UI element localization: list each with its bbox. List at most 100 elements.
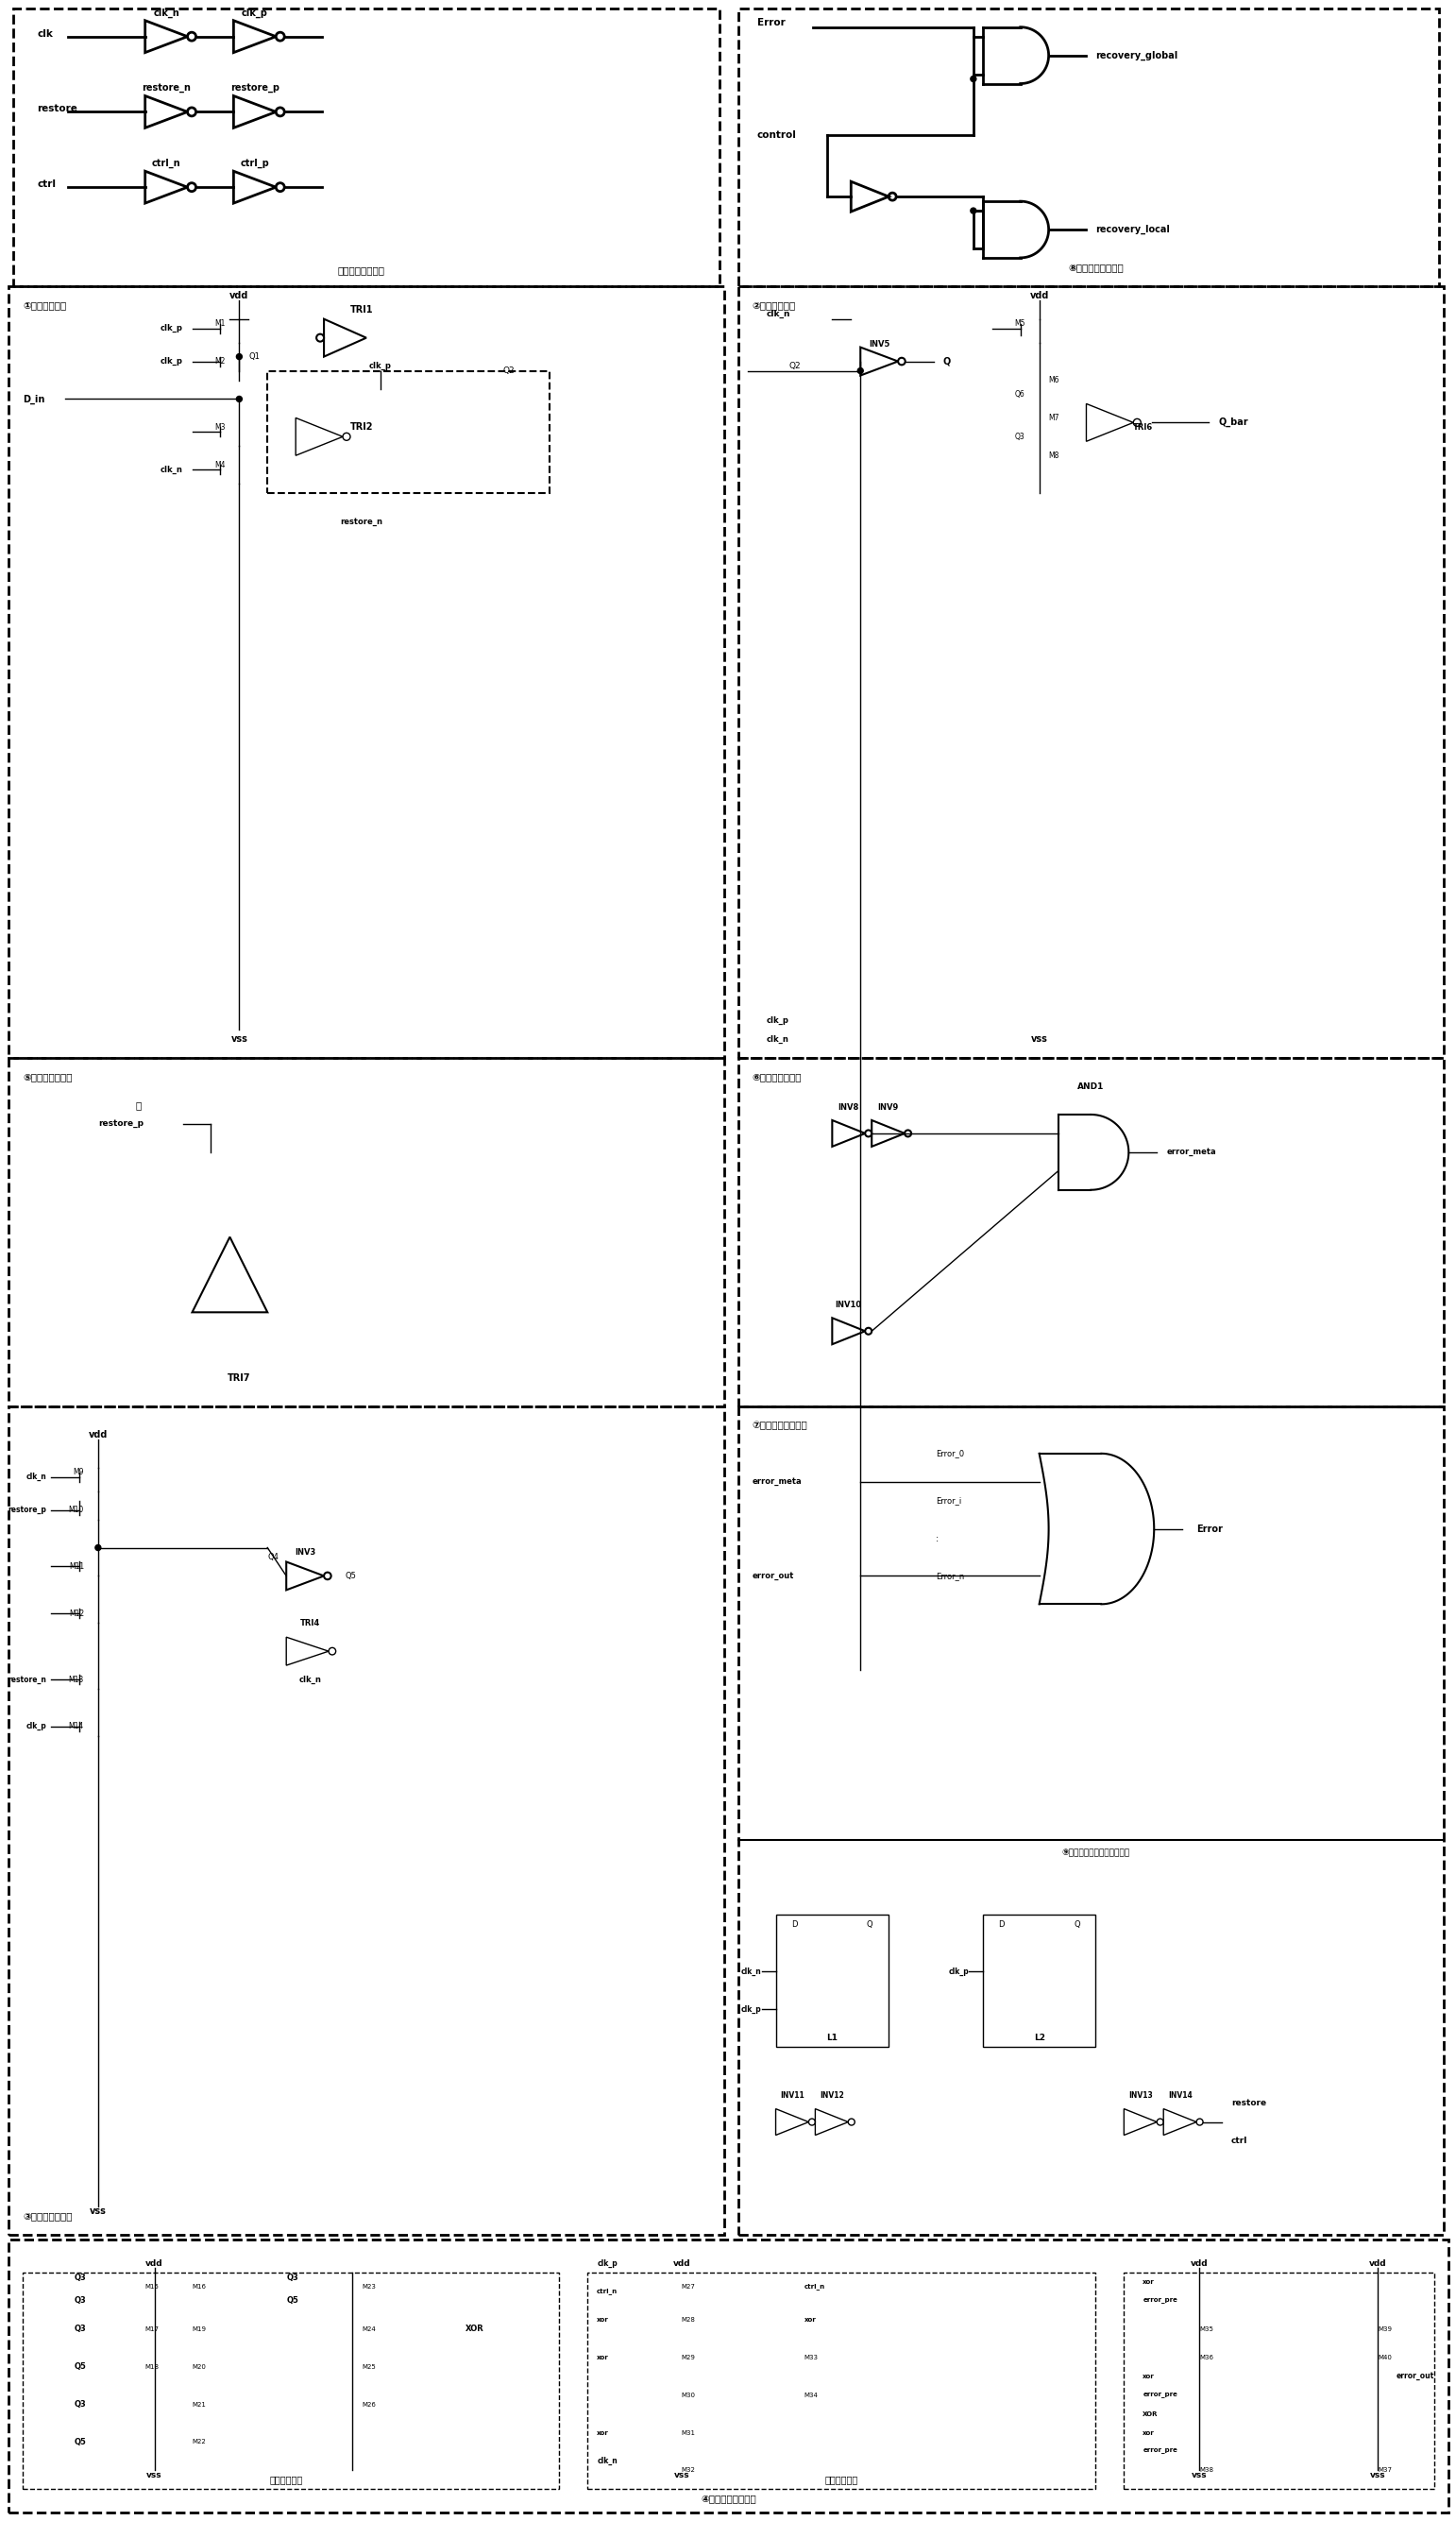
Text: D_in: D_in xyxy=(23,393,45,403)
Text: recovery_local: recovery_local xyxy=(1096,224,1171,234)
Text: Q3: Q3 xyxy=(1015,434,1025,441)
Text: xor: xor xyxy=(1143,2372,1155,2380)
Text: L1: L1 xyxy=(827,2034,837,2042)
Text: restore_p: restore_p xyxy=(98,1119,143,1129)
Circle shape xyxy=(236,353,242,361)
Text: M39: M39 xyxy=(1377,2327,1392,2332)
Text: Error_i: Error_i xyxy=(936,1497,961,1505)
Circle shape xyxy=(971,76,976,81)
Text: Q3: Q3 xyxy=(74,2274,86,2282)
Text: ⑥亚稳态监测电路: ⑥亚稳态监测电路 xyxy=(753,1071,802,1082)
Text: clk_n: clk_n xyxy=(160,466,183,474)
Text: M11: M11 xyxy=(68,1563,84,1571)
Text: restore_n: restore_n xyxy=(7,1676,47,1684)
Text: clk_p: clk_p xyxy=(160,358,183,366)
Text: M24: M24 xyxy=(361,2327,376,2332)
Text: Error_n: Error_n xyxy=(936,1571,964,1581)
Text: restore: restore xyxy=(1232,2100,1267,2108)
Text: error_pre: error_pre xyxy=(1143,2392,1178,2397)
Text: XOR: XOR xyxy=(466,2324,483,2334)
Text: Q: Q xyxy=(943,355,951,366)
Text: Q_bar: Q_bar xyxy=(1219,418,1248,429)
Text: vdd: vdd xyxy=(89,1429,108,1439)
Text: M35: M35 xyxy=(1200,2327,1213,2332)
Text: ④错误信号产生电路: ④错误信号产生电路 xyxy=(700,2493,757,2503)
Text: M5: M5 xyxy=(1015,320,1025,328)
Text: ⑤错误纠正选择器: ⑤错误纠正选择器 xyxy=(23,1071,73,1082)
Text: vss: vss xyxy=(674,2471,690,2478)
Text: vss: vss xyxy=(232,1034,248,1044)
Text: Q1: Q1 xyxy=(249,353,259,361)
Text: restore_n: restore_n xyxy=(141,83,191,93)
Circle shape xyxy=(971,207,976,214)
Text: M25: M25 xyxy=(361,2365,376,2370)
Text: M8: M8 xyxy=(1048,451,1060,459)
Text: clk_n: clk_n xyxy=(298,1674,322,1684)
Text: M37: M37 xyxy=(1377,2468,1392,2473)
Text: M15: M15 xyxy=(146,2284,159,2289)
Text: Q5: Q5 xyxy=(74,2438,87,2445)
Text: restore_p: restore_p xyxy=(7,1505,47,1515)
Text: vss: vss xyxy=(90,2206,106,2216)
Text: Q3: Q3 xyxy=(74,2324,86,2334)
Text: xor: xor xyxy=(1143,2279,1155,2284)
Text: Q3: Q3 xyxy=(74,2297,86,2304)
Text: clk_p: clk_p xyxy=(26,1722,47,1732)
Text: M21: M21 xyxy=(192,2403,207,2408)
Text: clk_n: clk_n xyxy=(766,310,791,318)
Circle shape xyxy=(95,1545,100,1550)
Text: Q2: Q2 xyxy=(789,363,801,371)
Text: vss: vss xyxy=(1370,2471,1386,2478)
Text: INV12: INV12 xyxy=(820,2092,844,2100)
Text: 错误运算电路: 错误运算电路 xyxy=(269,2476,303,2486)
Text: ctrl: ctrl xyxy=(1232,2138,1248,2145)
Text: clk_p: clk_p xyxy=(766,1016,789,1024)
Text: TRI4: TRI4 xyxy=(300,1618,320,1626)
Text: ②从寄存器电路: ②从寄存器电路 xyxy=(753,300,796,310)
Text: Q6: Q6 xyxy=(1015,391,1025,398)
Text: xor: xor xyxy=(597,2355,609,2360)
Text: clk_n: clk_n xyxy=(766,1036,789,1044)
Circle shape xyxy=(858,368,863,373)
Text: control: control xyxy=(757,131,796,141)
Text: M19: M19 xyxy=(192,2327,207,2332)
Text: M18: M18 xyxy=(146,2365,159,2370)
Text: ⑦错误信号整合电路: ⑦错误信号整合电路 xyxy=(753,1419,808,1429)
Text: INV9: INV9 xyxy=(878,1102,898,1112)
Text: INV8: INV8 xyxy=(839,1102,859,1112)
Text: :: : xyxy=(936,1533,939,1543)
Circle shape xyxy=(236,396,242,401)
Text: M38: M38 xyxy=(1200,2468,1213,2473)
Text: 错误输出电路: 错误输出电路 xyxy=(826,2476,858,2486)
Text: XOR: XOR xyxy=(1143,2410,1159,2418)
Text: Error: Error xyxy=(757,18,785,28)
Text: TRI6: TRI6 xyxy=(1133,424,1153,431)
Text: M6: M6 xyxy=(1048,376,1060,383)
Text: INV13: INV13 xyxy=(1128,2092,1153,2100)
Text: restore_p: restore_p xyxy=(230,83,280,93)
Text: INV14: INV14 xyxy=(1168,2092,1192,2100)
Text: M10: M10 xyxy=(68,1505,84,1515)
Text: ctrl_n: ctrl_n xyxy=(804,2284,826,2289)
Text: 互补信号生成电路: 互补信号生成电路 xyxy=(338,265,386,275)
Text: Q5: Q5 xyxy=(287,2297,298,2304)
Text: ctrl_p: ctrl_p xyxy=(240,159,269,169)
Text: TRI2: TRI2 xyxy=(349,424,373,431)
Text: clk_n: clk_n xyxy=(741,1966,761,1976)
Text: vdd: vdd xyxy=(1369,2259,1388,2266)
Text: recovery_global: recovery_global xyxy=(1096,50,1178,61)
Text: vdd: vdd xyxy=(146,2259,163,2266)
Text: xor: xor xyxy=(804,2317,815,2322)
Text: clk_n: clk_n xyxy=(26,1472,47,1482)
Text: restore: restore xyxy=(36,103,77,113)
Text: vdd: vdd xyxy=(673,2259,690,2266)
Text: xor: xor xyxy=(597,2430,609,2435)
Text: error_out: error_out xyxy=(1396,2372,1434,2380)
Text: M34: M34 xyxy=(804,2392,818,2397)
Text: M26: M26 xyxy=(361,2403,376,2408)
Text: M30: M30 xyxy=(681,2392,696,2397)
Text: error_pre: error_pre xyxy=(1143,2299,1178,2304)
Text: clk_p: clk_p xyxy=(242,8,268,18)
Text: Q5: Q5 xyxy=(345,1571,357,1581)
Text: Q5: Q5 xyxy=(74,2362,87,2372)
